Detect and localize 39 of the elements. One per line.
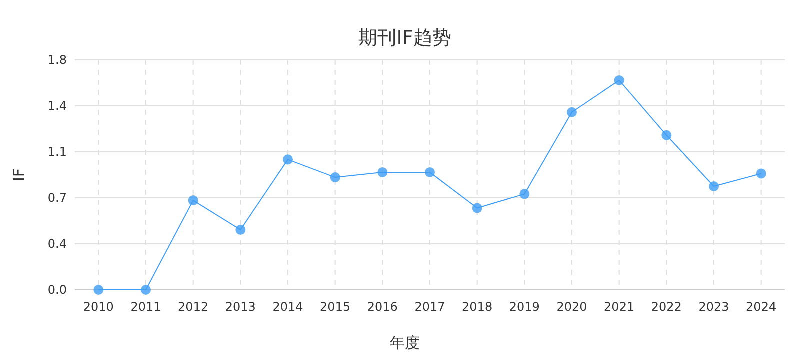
x-tick-label: 2024 xyxy=(746,300,777,314)
x-tick-label: 2020 xyxy=(556,300,588,314)
x-tick-label: 2016 xyxy=(367,300,398,314)
x-tick-label: 2018 xyxy=(462,300,493,314)
x-tick-label: 2022 xyxy=(651,300,682,314)
point xyxy=(662,130,672,140)
point xyxy=(188,196,198,206)
y-axis-title: IF xyxy=(10,168,28,182)
x-tick-label: 2013 xyxy=(225,300,256,314)
x-tick-label: 2010 xyxy=(83,300,114,314)
y-tick-label: 0.7 xyxy=(48,191,67,206)
point xyxy=(614,75,624,86)
x-tick-label: 2012 xyxy=(178,300,209,314)
x-tick-label: 2019 xyxy=(509,300,540,314)
y-tick-label: 1.8 xyxy=(48,53,67,68)
chart-title: 期刊IF趋势 xyxy=(358,27,452,49)
point xyxy=(94,285,104,295)
y-tick-label: 1.4 xyxy=(48,99,67,114)
point xyxy=(425,167,435,178)
point xyxy=(756,168,766,179)
x-tick-label: 2011 xyxy=(130,300,162,314)
x-tick-label: 2015 xyxy=(320,300,351,314)
point xyxy=(520,189,530,200)
x-tick-label: 2017 xyxy=(414,300,446,314)
x-tick-label: 2023 xyxy=(698,300,730,314)
y-tick-label: 0.4 xyxy=(48,237,67,252)
y-tick-label: 0.0 xyxy=(48,283,67,298)
point xyxy=(283,154,293,165)
point xyxy=(378,167,388,178)
x-axis-title: 年度 xyxy=(390,334,420,352)
point xyxy=(472,203,482,214)
point xyxy=(330,172,340,183)
x-tick-label: 2014 xyxy=(272,300,304,314)
y-tick-label: 1.1 xyxy=(48,145,67,160)
point xyxy=(567,107,577,118)
point xyxy=(236,224,246,235)
x-tick-label: 2021 xyxy=(604,300,635,314)
point xyxy=(709,182,719,192)
point xyxy=(141,285,151,295)
